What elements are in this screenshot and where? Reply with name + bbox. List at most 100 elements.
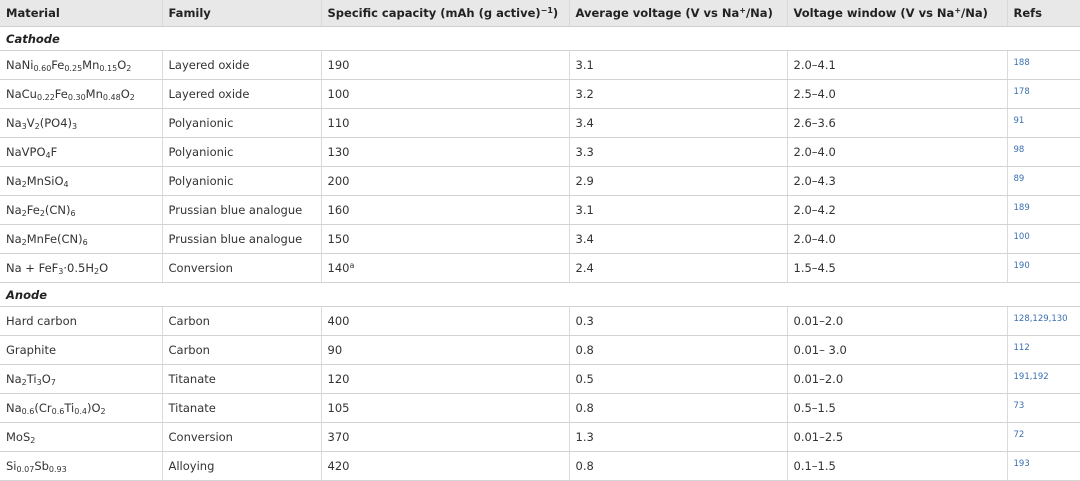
- cell-capacity: 120: [321, 364, 570, 394]
- cell-refs: 128,129,130: [1007, 306, 1080, 336]
- cell-material: Na0.6(Cr0.6Ti0.4)O2: [0, 393, 163, 423]
- ref-link[interactable]: 73: [1013, 401, 1025, 411]
- cell-window: 0.01– 3.0: [787, 335, 1008, 365]
- material-part: (CN): [44, 203, 71, 217]
- table-row: Graphite Carbon 90 0.8 0.01– 3.0 112: [0, 335, 1080, 365]
- material-part: )O: [86, 401, 101, 415]
- cell-capacity: 160: [321, 195, 570, 225]
- ref-link[interactable]: 72: [1013, 430, 1025, 440]
- cell-window: 2.6–3.6: [787, 108, 1008, 138]
- table-row: Si0.07Sb0.93 Alloying 420 0.8 0.1–1.5 193: [0, 451, 1080, 481]
- cell-refs: 188: [1007, 50, 1080, 80]
- material-subscript: 2: [21, 238, 27, 247]
- material-part: Fe: [26, 203, 40, 217]
- cell-family: Conversion: [162, 253, 322, 283]
- ref-link[interactable]: 189: [1013, 203, 1030, 213]
- material-subscript: 0.6: [51, 407, 65, 416]
- material-part: Ti: [26, 372, 37, 386]
- cell-family: Layered oxide: [162, 79, 322, 109]
- table-row: NaNi0.60Fe0.25Mn0.15O2 Layered oxide 190 3.…: [0, 50, 1080, 80]
- cell-family: Titanate: [162, 364, 322, 394]
- cell-family: Carbon: [162, 306, 322, 336]
- material-subscript: 3: [36, 378, 42, 387]
- material-part: Si: [6, 459, 17, 473]
- cell-refs: 190: [1007, 253, 1080, 283]
- cell-capacity: 110: [321, 108, 570, 138]
- cell-refs: 89: [1007, 166, 1080, 196]
- cell-window: 0.01–2.0: [787, 364, 1008, 394]
- cell-voltage: 0.8: [569, 335, 788, 365]
- cell-window: 0.01–2.5: [787, 422, 1008, 452]
- ref-link[interactable]: 190: [1013, 261, 1030, 271]
- material-subscript: 0.48: [102, 93, 121, 102]
- cell-refs: 193: [1007, 451, 1080, 481]
- cell-capacity: 200: [321, 166, 570, 196]
- cell-capacity: 420: [321, 451, 570, 481]
- material-part: Fe: [54, 87, 68, 101]
- cell-voltage: 2.4: [569, 253, 788, 283]
- material-part: Na: [6, 203, 22, 217]
- cell-family: Polyanionic: [162, 108, 322, 138]
- table-row: Na2MnFe(CN)6 Prussian blue analogue 150 3.4…: [0, 224, 1080, 254]
- material-subscript: 2: [126, 64, 132, 73]
- material-subscript: 2: [34, 122, 40, 131]
- ref-link[interactable]: 191,192: [1013, 372, 1049, 382]
- capacity-value: 160: [327, 203, 350, 217]
- cell-window: 0.1–1.5: [787, 451, 1008, 481]
- material-part: Mn: [85, 87, 103, 101]
- material-subscript: 0.22: [36, 93, 55, 102]
- cell-capacity: 90: [321, 335, 570, 365]
- material-part: Na + FeF: [6, 261, 59, 275]
- capacity-value: 105: [327, 401, 350, 415]
- cell-material: Si0.07Sb0.93: [0, 451, 163, 481]
- ref-link[interactable]: 89: [1013, 174, 1025, 184]
- material-subscript: 4: [45, 151, 51, 160]
- material-part: Na: [6, 116, 22, 130]
- material-subscript: 7: [50, 378, 56, 387]
- material-part: Hard carbon: [6, 314, 77, 328]
- ref-link[interactable]: 178: [1013, 87, 1030, 97]
- ref-link[interactable]: 193: [1013, 459, 1030, 469]
- cell-capacity: 190: [321, 50, 570, 80]
- cell-capacity: 150: [321, 224, 570, 254]
- cell-capacity: 130: [321, 137, 570, 167]
- cell-family: Prussian blue analogue: [162, 224, 322, 254]
- cell-voltage: 3.4: [569, 108, 788, 138]
- material-subscript: 0.60: [33, 64, 52, 73]
- cell-window: 0.5–1.5: [787, 393, 1008, 423]
- material-subscript: 2: [21, 180, 27, 189]
- cell-voltage: 3.2: [569, 79, 788, 109]
- cell-refs: 98: [1007, 137, 1080, 167]
- cell-family: Conversion: [162, 422, 322, 452]
- cell-refs: 178: [1007, 79, 1080, 109]
- ref-link[interactable]: 188: [1013, 58, 1030, 68]
- material-subscript: 2: [21, 209, 27, 218]
- header-row: Material Family Specific capacity (mAh (…: [0, 0, 1080, 27]
- material-part: ): [67, 116, 73, 130]
- cell-material: Na2Ti3O7: [0, 364, 163, 394]
- cell-voltage: 3.1: [569, 50, 788, 80]
- cell-window: 2.0–4.0: [787, 224, 1008, 254]
- cell-material: NaNi0.60Fe0.25Mn0.15O2: [0, 50, 163, 80]
- cell-voltage: 0.5: [569, 364, 788, 394]
- cell-window: 2.0–4.0: [787, 137, 1008, 167]
- material-part: Na: [6, 232, 22, 246]
- cell-voltage: 1.3: [569, 422, 788, 452]
- material-subscript: 0.6: [21, 407, 35, 416]
- material-part: MnFe(CN): [26, 232, 83, 246]
- capacity-value: 140: [327, 261, 350, 275]
- material-part: Fe: [51, 58, 65, 72]
- ref-link[interactable]: 98: [1013, 145, 1025, 155]
- material-part: V: [26, 116, 35, 130]
- material-part: Na: [6, 87, 22, 101]
- cell-voltage: 0.3: [569, 306, 788, 336]
- ref-link[interactable]: 100: [1013, 232, 1030, 242]
- material-part: Cu: [21, 87, 37, 101]
- material-part: O: [41, 372, 51, 386]
- ref-link[interactable]: 91: [1013, 116, 1025, 126]
- section-label: Anode: [0, 282, 1080, 307]
- material-part: Sb: [34, 459, 49, 473]
- ref-link[interactable]: 128,129,130: [1013, 314, 1068, 324]
- ref-link[interactable]: 112: [1013, 343, 1030, 353]
